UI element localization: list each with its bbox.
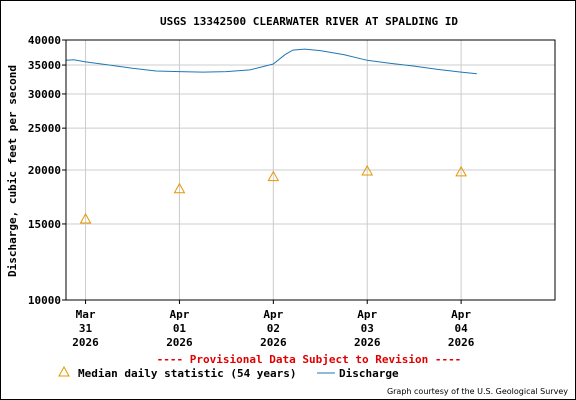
x-tick-label: 01 <box>173 322 187 335</box>
median-point <box>361 164 374 176</box>
legend: Median daily statistic (54 years) Discha… <box>58 365 399 380</box>
series-layer <box>65 48 477 224</box>
legend-discharge-label: Discharge <box>339 367 399 380</box>
x-axis-ticks: Mar312026Apr012026Apr022026Apr032026Apr0… <box>72 300 475 349</box>
x-tick-label: 2026 <box>448 336 475 349</box>
grid-lines <box>66 39 555 301</box>
y-tick-label: 25000 <box>28 122 61 135</box>
discharge-line <box>65 48 477 75</box>
x-tick-label: Apr <box>170 308 190 321</box>
credit-text: Graph courtesy of the U.S. Geological Su… <box>387 387 568 396</box>
y-tick-label: 40000 <box>28 34 61 47</box>
y-axis-label: Discharge, cubic feet per second <box>6 65 19 277</box>
x-tick-label: 02 <box>267 322 280 335</box>
y-tick-label: 20000 <box>28 164 61 177</box>
x-tick-label: 2026 <box>166 336 193 349</box>
legend-median-label: Median daily statistic (54 years) <box>78 367 297 380</box>
x-tick-label: 04 <box>454 322 468 335</box>
y-tick-label: 15000 <box>28 218 61 231</box>
x-tick-label: Apr <box>263 308 283 321</box>
median-point <box>173 182 186 194</box>
y-axis-ticks: 10000 15000 20000 25000 30000 35000 40000 <box>28 34 66 307</box>
median-point <box>267 170 280 182</box>
x-tick-label: Apr <box>451 308 471 321</box>
y-tick-label: 30000 <box>28 88 61 101</box>
x-tick-label: 03 <box>361 322 374 335</box>
y-tick-label: 10000 <box>28 294 61 307</box>
x-tick-label: 2026 <box>260 336 287 349</box>
legend-median-triangle-icon <box>58 365 70 377</box>
x-tick-label: 31 <box>79 322 93 335</box>
chart-title: USGS 13342500 CLEARWATER RIVER AT SPALDI… <box>160 15 458 28</box>
x-tick-label: 2026 <box>354 336 381 349</box>
median-point <box>79 212 92 224</box>
provisional-notice: ---- Provisional Data Subject to Revisio… <box>157 353 462 366</box>
x-tick-label: 2026 <box>72 336 99 349</box>
x-tick-label: Mar <box>76 308 96 321</box>
y-tick-label: 35000 <box>28 59 61 72</box>
x-tick-label: Apr <box>357 308 377 321</box>
median-point <box>455 165 467 177</box>
